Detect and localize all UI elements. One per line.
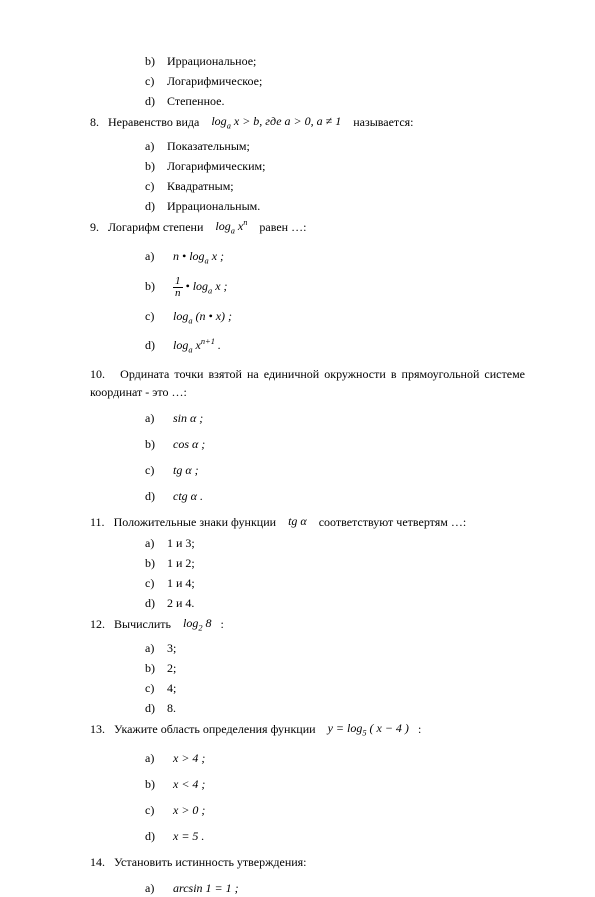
q12-opt-a: a)3; — [145, 639, 525, 657]
q8-opt-d-text: Иррациональным. — [167, 199, 260, 213]
q8-formula: loga x > b, где a > 0, a ≠ 1 — [211, 114, 341, 128]
q11-opt-d: d)2 и 4. — [145, 594, 525, 612]
q11-opt-b-text: 1 и 2; — [167, 556, 195, 570]
q7-opt-b-text: Иррациональное; — [167, 54, 256, 68]
q14-text: Установить истинность утверждения: — [114, 855, 307, 869]
q8-text1: Неравенство вида — [108, 115, 199, 129]
q11-options: a)1 и 3; b)1 и 2; c)1 и 4; d)2 и 4. — [145, 534, 525, 612]
q10-opt-a-text: sin α ; — [173, 411, 203, 425]
q8-num: 8. — [90, 115, 99, 129]
q13-options: a) x > 4 ; b) x < 4 ; c) x > 0 ; d) x = … — [145, 749, 525, 845]
q12-text: Вычислить — [114, 617, 171, 631]
q7-opt-c-text: Логарифмическое; — [167, 74, 262, 88]
q8-opt-a: a)Показательным; — [145, 137, 525, 155]
q9-opt-a-text: n • loga x ; — [173, 249, 224, 263]
q10-opt-b-text: cos α ; — [173, 437, 205, 451]
q12-text2: : — [221, 617, 224, 631]
q9-opt-d-text: loga xn+1 . — [173, 338, 221, 352]
q14-options: a) arcsin 1 = 1 ; — [145, 879, 525, 897]
q14-opt-a-text: arcsin 1 = 1 ; — [173, 881, 239, 895]
q14-opt-a: a) arcsin 1 = 1 ; — [145, 879, 525, 897]
q9-opt-b-text: 1n • loga x ; — [173, 279, 228, 293]
q8-opt-b-text: Логарифмическим; — [167, 159, 265, 173]
q13-text: Укажите область определения функции — [114, 722, 316, 736]
q12-options: a)3; b)2; c)4; d)8. — [145, 639, 525, 717]
q10-opt-d-text: ctg α . — [173, 489, 203, 503]
q14: 14. Установить истинность утверждения: — [90, 853, 525, 871]
q12: 12. Вычислить log2 8 : — [90, 615, 525, 636]
q9-text2: равен …: — [259, 220, 306, 234]
q13-opt-d-text: x = 5 . — [173, 829, 204, 843]
q8-opt-b: b)Логарифмическим; — [145, 157, 525, 175]
q11-opt-d-text: 2 и 4. — [167, 596, 194, 610]
q11-opt-b: b)1 и 2; — [145, 554, 525, 572]
q11-opt-c: c)1 и 4; — [145, 574, 525, 592]
q8-text2: называется: — [353, 115, 413, 129]
q11-num: 11. — [90, 515, 105, 529]
q11-opt-a-text: 1 и 3; — [167, 536, 195, 550]
q8-opt-a-text: Показательным; — [167, 139, 250, 153]
q9-options: a) n • loga x ; b) 1n • loga x ; c) loga… — [145, 247, 525, 357]
q12-num: 12. — [90, 617, 105, 631]
q9-text1: Логарифм степени — [108, 220, 203, 234]
q10: 10. Ордината точки взятой на единичной о… — [90, 365, 525, 401]
q10-options: a) sin α ; b) cos α ; c) tg α ; d) ctg α… — [145, 409, 525, 505]
q8-options: a)Показательным; b)Логарифмическим; c)Кв… — [145, 137, 525, 215]
q12-opt-b: b)2; — [145, 659, 525, 677]
q8-opt-d: d)Иррациональным. — [145, 197, 525, 215]
q12-opt-c: c)4; — [145, 679, 525, 697]
q13-text2: : — [418, 722, 421, 736]
q13-opt-a-text: x > 4 ; — [173, 751, 205, 765]
q11-opt-a: a)1 и 3; — [145, 534, 525, 552]
q10-opt-a: a) sin α ; — [145, 409, 525, 427]
q9-opt-d: d) loga xn+1 . — [145, 336, 525, 357]
q10-opt-c-text: tg α ; — [173, 463, 199, 477]
q13: 13. Укажите область определения функции … — [90, 720, 525, 741]
q10-text: Ордината точки взятой на единичной окруж… — [90, 367, 525, 399]
q13-opt-d: d) x = 5 . — [145, 827, 525, 845]
q11-opt-c-text: 1 и 4; — [167, 576, 195, 590]
q11-formula: tg α — [288, 514, 307, 528]
q13-opt-a: a) x > 4 ; — [145, 749, 525, 767]
q13-opt-b: b) x < 4 ; — [145, 775, 525, 793]
q14-num: 14. — [90, 855, 105, 869]
q12-opt-c-text: 4; — [167, 681, 176, 695]
q11-text1: Положительные знаки функции — [114, 515, 277, 529]
q8-opt-c-text: Квадратным; — [167, 179, 234, 193]
q9-num: 9. — [90, 220, 99, 234]
q7-opt-b: b)Иррациональное; — [145, 52, 525, 70]
q13-opt-c-text: x > 0 ; — [173, 803, 205, 817]
q10-opt-b: b) cos α ; — [145, 435, 525, 453]
q10-opt-c: c) tg α ; — [145, 461, 525, 479]
q9-formula: loga xn — [215, 219, 247, 233]
q9-opt-a: a) n • loga x ; — [145, 247, 525, 268]
q12-opt-d-text: 8. — [167, 701, 176, 715]
q10-num: 10. — [90, 367, 105, 381]
q12-formula: log2 8 — [183, 616, 212, 630]
q10-opt-d: d) ctg α . — [145, 487, 525, 505]
q13-opt-c: c) x > 0 ; — [145, 801, 525, 819]
q12-opt-d: d)8. — [145, 699, 525, 717]
q13-formula: y = log5 ( x − 4 ) — [328, 721, 409, 735]
q7-opt-d: d)Степенное. — [145, 92, 525, 110]
q11: 11. Положительные знаки функции tg α соо… — [90, 513, 525, 531]
q12-opt-b-text: 2; — [167, 661, 176, 675]
q7-opt-d-text: Степенное. — [167, 94, 224, 108]
q9-opt-b: b) 1n • loga x ; — [145, 276, 525, 299]
q9-opt-c: c) loga (n • x) ; — [145, 307, 525, 328]
q8: 8. Неравенство вида loga x > b, где a > … — [90, 113, 525, 134]
q8-opt-c: c)Квадратным; — [145, 177, 525, 195]
q13-num: 13. — [90, 722, 105, 736]
q12-opt-a-text: 3; — [167, 641, 176, 655]
q13-opt-b-text: x < 4 ; — [173, 777, 205, 791]
q9-opt-c-text: loga (n • x) ; — [173, 309, 232, 323]
q7-options: b)Иррациональное; c)Логарифмическое; d)С… — [145, 52, 525, 110]
q9: 9. Логарифм степени loga xn равен …: — [90, 218, 525, 239]
q11-text2: соответствуют четвертям …: — [319, 515, 467, 529]
q7-opt-c: c)Логарифмическое; — [145, 72, 525, 90]
